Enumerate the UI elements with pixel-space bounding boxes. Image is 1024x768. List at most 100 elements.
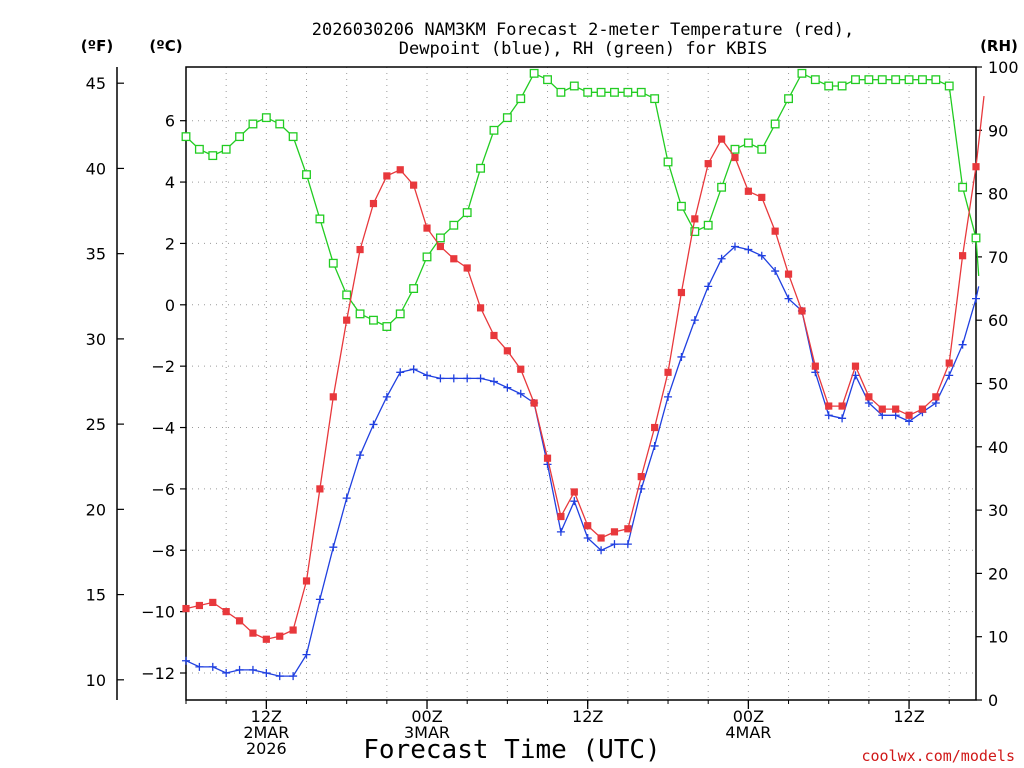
celsius-tick-label: −12 bbox=[141, 664, 175, 683]
x-tick-label: 4MAR bbox=[725, 723, 771, 742]
celsius-tick-label: 2 bbox=[165, 234, 175, 253]
dewpoint-point bbox=[182, 656, 190, 665]
rh-point bbox=[435, 233, 445, 243]
temperature-point bbox=[584, 522, 592, 530]
rh-point bbox=[851, 75, 860, 85]
temperature-point bbox=[195, 601, 203, 610]
rh-point bbox=[342, 290, 352, 300]
series-line-rh bbox=[185, 72, 980, 328]
temperature-point bbox=[436, 242, 445, 251]
rh-point bbox=[877, 75, 887, 85]
fahrenheit-tick-label: 45 bbox=[86, 74, 106, 93]
temperature-point bbox=[410, 181, 418, 189]
dewpoint-point bbox=[690, 316, 699, 325]
dewpoint-point bbox=[610, 540, 619, 549]
temperature-point bbox=[905, 411, 913, 419]
temperature-point bbox=[945, 359, 953, 367]
rh-point bbox=[931, 75, 941, 85]
rh-point bbox=[315, 214, 325, 224]
dewpoint-point bbox=[342, 494, 351, 503]
celsius-tick-label: −6 bbox=[151, 480, 175, 499]
temperature-point bbox=[637, 473, 645, 481]
temperature-point bbox=[289, 626, 297, 634]
rh-point bbox=[328, 258, 338, 268]
dewpoint-point bbox=[463, 374, 472, 383]
rh-point bbox=[623, 87, 633, 97]
temperature-point bbox=[222, 608, 230, 616]
temperature-point bbox=[543, 454, 552, 462]
rh-point bbox=[248, 119, 258, 129]
dewpoint-point bbox=[436, 374, 445, 383]
dewpoint-point bbox=[516, 389, 525, 398]
dewpoint-point bbox=[744, 245, 753, 254]
fahrenheit-unit-label: (ºF) bbox=[81, 37, 113, 55]
temperature-point bbox=[530, 399, 538, 407]
dewpoint-point bbox=[771, 267, 780, 276]
temperature-point bbox=[892, 405, 900, 413]
dewpoint-point bbox=[235, 665, 244, 674]
dewpoint-point bbox=[208, 662, 217, 671]
temperature-point bbox=[798, 307, 806, 315]
rh-tick-label: 60 bbox=[988, 311, 1008, 330]
fahrenheit-tick-label: 35 bbox=[86, 245, 106, 264]
temperature-point bbox=[329, 393, 337, 401]
dewpoint-point bbox=[717, 254, 726, 263]
dewpoint-point bbox=[838, 414, 847, 423]
temperature-point bbox=[182, 604, 190, 613]
celsius-tick-label: −2 bbox=[151, 357, 175, 376]
dewpoint-point bbox=[677, 352, 686, 361]
rh-point bbox=[596, 87, 606, 97]
rh-point bbox=[784, 94, 793, 104]
rh-point bbox=[476, 163, 486, 173]
rh-point bbox=[449, 220, 459, 230]
chart-title-line-1: 2026030206 NAM3KM Forecast 2-meter Tempe… bbox=[312, 20, 854, 40]
temperature-point bbox=[865, 393, 873, 401]
temperature-point bbox=[463, 264, 471, 272]
temperature-point bbox=[651, 423, 659, 432]
x-axis-label: Forecast Time (UTC) bbox=[363, 735, 660, 765]
dewpoint-point bbox=[195, 662, 204, 671]
dewpoint-point bbox=[222, 668, 231, 677]
rh-point bbox=[944, 81, 954, 91]
rh-point bbox=[864, 75, 874, 85]
rh-point bbox=[891, 75, 901, 85]
dewpoint-point bbox=[945, 371, 954, 380]
temperature-point bbox=[423, 224, 431, 232]
temperature-point bbox=[771, 227, 779, 235]
rh-tick-label: 10 bbox=[988, 628, 1008, 647]
celsius-tick-label: −4 bbox=[151, 419, 175, 438]
dewpoint-point bbox=[449, 374, 458, 383]
temperature-point bbox=[570, 488, 578, 496]
rh-point bbox=[382, 322, 392, 331]
dewpoint-point bbox=[356, 451, 365, 460]
fahrenheit-tick-label: 20 bbox=[86, 500, 106, 519]
data-series bbox=[181, 68, 985, 681]
rh-point bbox=[650, 94, 660, 104]
temperature-point bbox=[744, 187, 752, 195]
dewpoint-point bbox=[730, 242, 739, 251]
rh-point bbox=[208, 151, 218, 161]
x-tick-label: 2026 bbox=[246, 739, 287, 758]
temperature-point bbox=[343, 316, 351, 324]
chart-title-line-2: Dewpoint (blue), RH (green) for KBIS bbox=[399, 39, 767, 59]
fahrenheit-tick-label: 10 bbox=[86, 671, 106, 690]
dewpoint-point bbox=[369, 420, 378, 429]
fahrenheit-tick-label: 30 bbox=[86, 330, 106, 349]
temperature-point bbox=[691, 215, 699, 223]
temperature-point bbox=[959, 252, 967, 260]
fahrenheit-tick-label: 40 bbox=[86, 159, 106, 178]
rh-point bbox=[958, 182, 968, 192]
fahrenheit-tick-label: 25 bbox=[86, 415, 106, 434]
temperature-point bbox=[396, 166, 404, 174]
rh-point bbox=[556, 87, 566, 97]
x-tick-label: 00Z bbox=[733, 707, 764, 726]
temperature-point bbox=[249, 629, 257, 637]
dewpoint-point bbox=[824, 411, 833, 420]
rh-point bbox=[610, 87, 619, 97]
rh-point bbox=[810, 75, 820, 85]
temperature-point bbox=[918, 405, 927, 413]
rh-point bbox=[235, 132, 245, 142]
rh-point bbox=[395, 309, 405, 319]
rh-tick-label: 90 bbox=[988, 121, 1008, 140]
